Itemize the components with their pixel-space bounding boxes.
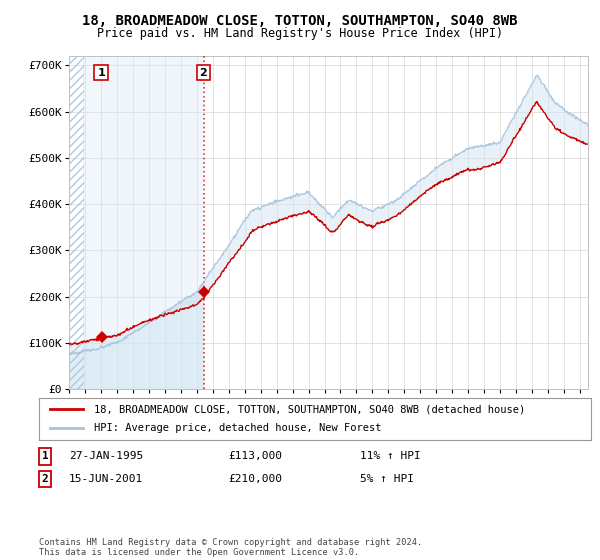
Text: 1: 1 [41,451,49,461]
Text: £113,000: £113,000 [228,451,282,461]
Text: Price paid vs. HM Land Registry's House Price Index (HPI): Price paid vs. HM Land Registry's House … [97,27,503,40]
Text: £210,000: £210,000 [228,474,282,484]
Text: 2: 2 [199,68,207,78]
Text: 15-JUN-2001: 15-JUN-2001 [69,474,143,484]
Text: 27-JAN-1995: 27-JAN-1995 [69,451,143,461]
Text: 5% ↑ HPI: 5% ↑ HPI [360,474,414,484]
Text: 2: 2 [41,474,49,484]
Text: 11% ↑ HPI: 11% ↑ HPI [360,451,421,461]
Text: 1: 1 [97,68,105,78]
Text: 18, BROADMEADOW CLOSE, TOTTON, SOUTHAMPTON, SO40 8WB: 18, BROADMEADOW CLOSE, TOTTON, SOUTHAMPT… [82,14,518,28]
Text: HPI: Average price, detached house, New Forest: HPI: Average price, detached house, New … [94,423,382,433]
Text: 18, BROADMEADOW CLOSE, TOTTON, SOUTHAMPTON, SO40 8WB (detached house): 18, BROADMEADOW CLOSE, TOTTON, SOUTHAMPT… [94,404,526,414]
Text: Contains HM Land Registry data © Crown copyright and database right 2024.
This d: Contains HM Land Registry data © Crown c… [39,538,422,557]
